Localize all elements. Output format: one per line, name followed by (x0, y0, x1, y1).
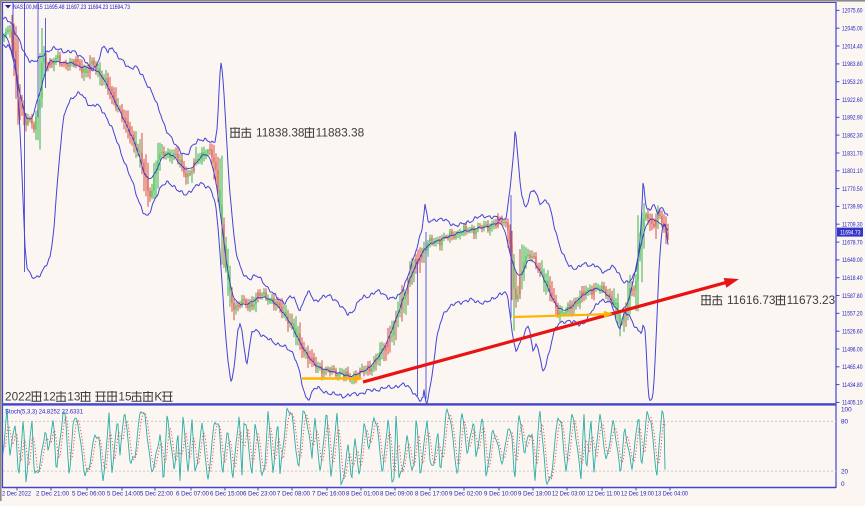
svg-text:11983.80: 11983.80 (842, 61, 863, 68)
svg-text:11496.00: 11496.00 (842, 346, 863, 353)
svg-text:13: 13 (67, 390, 81, 404)
svg-text:13 Dec 04:00: 13 Dec 04:00 (655, 491, 688, 498)
svg-text:5 Dec 14:00: 5 Dec 14:00 (107, 491, 140, 498)
svg-text:12: 12 (43, 390, 56, 404)
svg-text:9 Dec 02:00: 9 Dec 02:00 (449, 491, 482, 498)
svg-text:7 Dec 16:00: 7 Dec 16:00 (312, 491, 345, 498)
svg-text:11838.38: 11838.38 (256, 127, 305, 140)
svg-text:6 Dec 07:00: 6 Dec 07:00 (176, 491, 209, 498)
svg-text:11922.60: 11922.60 (842, 97, 863, 104)
svg-text:11405.10: 11405.10 (842, 400, 863, 407)
svg-text:0: 0 (841, 481, 845, 488)
svg-text:12014.40: 12014.40 (842, 43, 863, 50)
svg-text:11831.70: 11831.70 (842, 150, 863, 157)
svg-text:11557.20: 11557.20 (842, 311, 863, 318)
svg-text:12045.00: 12045.00 (842, 26, 863, 33)
svg-text:11526.60: 11526.60 (842, 329, 863, 336)
svg-text:9 Dec 10:00: 9 Dec 10:00 (484, 491, 517, 498)
svg-text:11694.73: 11694.73 (840, 230, 861, 237)
svg-text:8 Dec 01:00: 8 Dec 01:00 (346, 491, 379, 498)
svg-text:2 Dec 2022: 2 Dec 2022 (2, 491, 31, 498)
svg-text:2022: 2022 (5, 390, 31, 404)
svg-text:11465.40: 11465.40 (842, 364, 863, 371)
svg-text:12075.60: 12075.60 (842, 8, 863, 15)
svg-text:11616.73: 11616.73 (727, 294, 776, 307)
svg-text:12 Dec 19:00: 12 Dec 19:00 (621, 491, 654, 498)
svg-text:11587.80: 11587.80 (842, 293, 863, 300)
svg-text:Stoch(5,3,3) 24.8252 22.6331: Stoch(5,3,3) 24.8252 22.6331 (5, 409, 84, 416)
svg-text:7 Dec 08:00: 7 Dec 08:00 (277, 491, 310, 498)
svg-text:12 Dec 11:00: 12 Dec 11:00 (587, 491, 620, 498)
svg-text:11678.70: 11678.70 (842, 239, 863, 246)
svg-text:8 Dec 17:00: 8 Dec 17:00 (415, 491, 448, 498)
svg-text:8 Dec 09:00: 8 Dec 09:00 (380, 491, 413, 498)
svg-text:11770.50: 11770.50 (842, 186, 863, 193)
svg-text:11434.80: 11434.80 (842, 382, 863, 389)
svg-text:11883.38: 11883.38 (316, 127, 365, 140)
svg-text:20: 20 (841, 468, 849, 475)
svg-text:11862.30: 11862.30 (842, 132, 863, 139)
svg-text:6 Dec 15:00: 6 Dec 15:00 (210, 491, 243, 498)
svg-text:11892.90: 11892.90 (842, 115, 863, 122)
svg-text:11801.10: 11801.10 (842, 168, 863, 175)
svg-text:100: 100 (841, 407, 852, 414)
svg-text:NAS100,M15 11695.48 11697.23: NAS100,M15 11695.48 11697.23 11694.23 11… (13, 4, 130, 11)
svg-text:K: K (154, 390, 162, 404)
svg-text:80: 80 (841, 419, 849, 426)
svg-text:11618.40: 11618.40 (842, 275, 863, 282)
svg-text:11649.00: 11649.00 (842, 257, 863, 264)
svg-text:9 Dec 18:00: 9 Dec 18:00 (518, 491, 551, 498)
svg-text:2 Dec 21:00: 2 Dec 21:00 (36, 491, 69, 498)
svg-text:15: 15 (118, 390, 132, 404)
svg-text:6 Dec 23:00: 6 Dec 23:00 (243, 491, 276, 498)
svg-text:11673.23: 11673.23 (787, 294, 836, 307)
svg-text:12 Dec 03:00: 12 Dec 03:00 (552, 491, 585, 498)
svg-text:11953.20: 11953.20 (842, 79, 863, 86)
svg-text:5 Dec 22:00: 5 Dec 22:00 (140, 491, 173, 498)
svg-text:11709.30: 11709.30 (842, 222, 863, 229)
svg-text:11739.90: 11739.90 (842, 204, 863, 211)
svg-text:5 Dec 06:00: 5 Dec 06:00 (72, 491, 105, 498)
